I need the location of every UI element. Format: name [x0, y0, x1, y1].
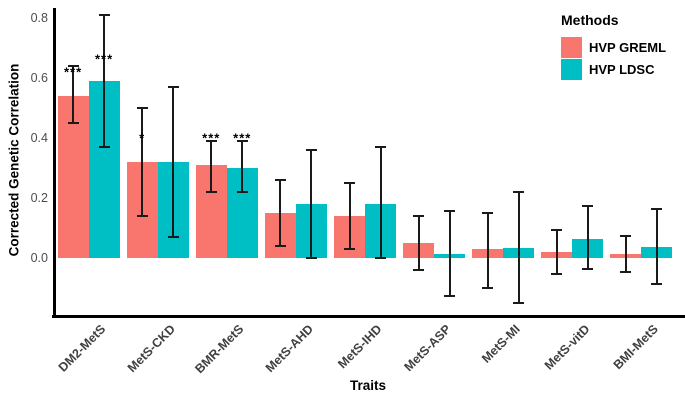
x-axis-title: Traits — [349, 378, 387, 393]
error-bar-cap-bottom — [136, 215, 148, 217]
y-tick-label: 0.2 — [30, 191, 48, 205]
error-bar-line — [655, 209, 658, 284]
error-bar-cap-bottom — [274, 245, 286, 247]
error-bar-cap-bottom — [344, 248, 355, 250]
y-axis-title: Corrected Genetic Correlation — [6, 63, 22, 257]
error-bar-line — [241, 141, 244, 192]
error-bar-line — [555, 230, 558, 274]
x-tick-label-MetS-vitD: MetS-vitD — [541, 322, 593, 373]
error-bar-line — [379, 147, 382, 258]
x-tick-label-BMI-MetS: BMI-MetS — [611, 322, 662, 373]
x-tick-label-MetS-AHD: MetS-AHD — [262, 322, 316, 376]
error-bar-cap-bottom — [98, 146, 110, 148]
significance-stars: *** — [94, 51, 114, 67]
error-bar-cap-bottom — [305, 257, 317, 259]
error-bar-cap-top — [344, 182, 355, 184]
legend-item-hvp-greml: HVP GREML — [561, 36, 666, 58]
legend-swatch-ldsc — [561, 58, 582, 80]
error-bar-cap-top — [551, 229, 563, 232]
y-tick-label: 0.0 — [30, 251, 48, 265]
error-bar-cap-top — [620, 235, 632, 238]
error-bar-line — [172, 87, 175, 237]
error-bar-line — [72, 66, 75, 123]
error-bar-line — [417, 216, 420, 270]
error-bar-line — [310, 150, 313, 258]
error-bar-cap-bottom — [482, 287, 494, 289]
error-bar-cap-top — [305, 149, 317, 151]
x-axis-line — [52, 315, 685, 318]
significance-stars: *** — [63, 64, 83, 80]
error-bar-cap-top — [167, 86, 179, 88]
significance-stars: *** — [233, 130, 252, 146]
error-bar-line — [141, 108, 144, 216]
y-axis-line — [53, 8, 56, 317]
error-bar-cap-bottom — [236, 191, 248, 193]
error-bar-line — [103, 15, 106, 147]
error-bar-cap-top — [375, 146, 386, 148]
error-bar-cap-bottom — [551, 272, 563, 275]
error-bar-cap-top — [582, 204, 594, 207]
x-tick-label-BMR-MetS: BMR-MetS — [192, 322, 247, 377]
x-tick-label-DM2-MetS: DM2-MetS — [55, 322, 109, 375]
error-bar-line — [448, 210, 451, 296]
y-tick-label: 0.8 — [30, 11, 48, 25]
error-bar-line — [279, 180, 282, 246]
error-bar-cap-bottom — [67, 122, 79, 124]
error-bar-line — [486, 213, 489, 288]
error-bar-cap-top — [136, 107, 148, 109]
error-bar-cap-top — [513, 191, 525, 193]
x-tick-label-MetS-ASP: MetS-ASP — [401, 322, 455, 375]
error-bar-cap-bottom — [582, 268, 594, 271]
y-tick-label: 0.6 — [30, 71, 48, 85]
error-bar-cap-top — [413, 215, 425, 217]
error-bar-line — [624, 236, 627, 272]
error-bar-cap-top — [274, 179, 286, 181]
x-tick-label-MetS-CKD: MetS-CKD — [124, 322, 178, 376]
error-bar-cap-top — [651, 208, 663, 211]
legend-label-greml: HVP GREML — [589, 39, 667, 55]
error-bar-cap-bottom — [620, 270, 632, 273]
significance-stars: *** — [202, 130, 221, 146]
legend-label-ldsc: HVP LDSC — [589, 61, 655, 77]
error-bar-line — [348, 183, 351, 249]
error-bar-cap-bottom — [444, 294, 456, 297]
error-bar-cap-top — [205, 140, 217, 142]
error-bar-cap-top — [482, 212, 494, 214]
error-bar-cap-bottom — [651, 282, 663, 285]
legend-title: Methods — [561, 12, 619, 28]
error-bar-cap-bottom — [167, 236, 179, 238]
error-bar-cap-top — [98, 14, 110, 16]
legend: Methods HVP GREML HVP LDSC — [561, 12, 666, 80]
error-bar-cap-bottom — [205, 191, 217, 193]
error-bar-cap-bottom — [513, 302, 525, 304]
y-tick-label: 0.4 — [30, 131, 48, 145]
significance-stars: * — [139, 130, 146, 146]
error-bar-cap-top — [236, 140, 248, 142]
error-bar-cap-top — [444, 209, 456, 212]
x-tick-label-MetS-IHD: MetS-IHD — [335, 322, 385, 372]
error-bar-cap-bottom — [413, 269, 425, 271]
legend-item-hvp-ldsc: HVP LDSC — [561, 58, 666, 80]
x-tick-label-MetS-MI: MetS-MI — [479, 322, 524, 366]
error-bar-line — [517, 192, 520, 303]
error-bar-cap-top — [67, 65, 79, 67]
error-bar-line — [586, 205, 589, 270]
error-bar-cap-bottom — [375, 257, 386, 259]
legend-swatch-greml — [561, 36, 582, 58]
error-bar-line — [210, 141, 213, 192]
